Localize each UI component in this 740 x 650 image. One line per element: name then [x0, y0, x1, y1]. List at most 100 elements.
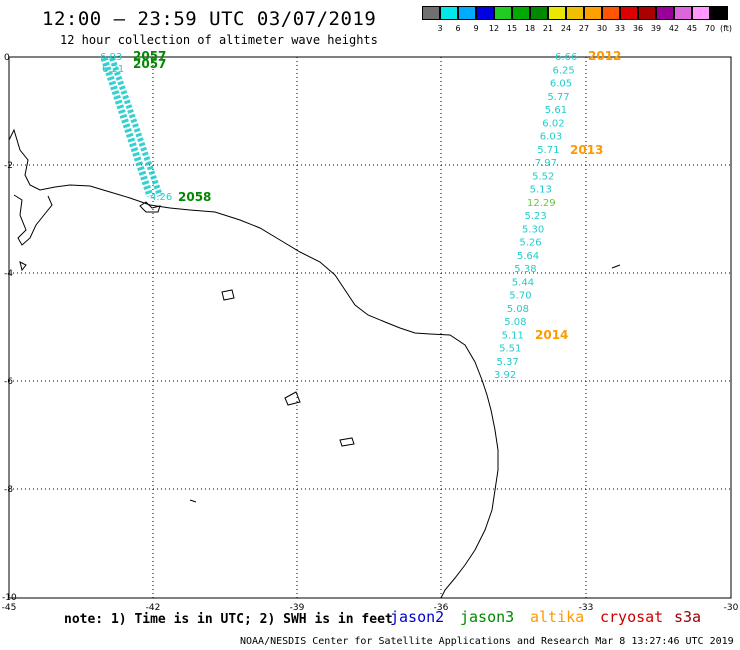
east-track-times: 2012 2013 2014 — [535, 49, 621, 342]
credit-line: NOAA/NESDIS Center for Satellite Applica… — [240, 636, 734, 647]
east-track-value: 5.44 — [512, 277, 534, 288]
colorbar-swatch — [476, 6, 494, 20]
colorbar-label: 15 — [506, 24, 518, 33]
east-track-value: 5.30 — [522, 224, 544, 235]
colorbar-label: 36 — [632, 24, 644, 33]
track-time-label: 2013 — [570, 143, 603, 157]
legend-cryosat: cryosat — [600, 608, 664, 626]
track-time-label: 2012 — [588, 49, 621, 63]
x-tick-label: -39 — [290, 603, 305, 613]
colorbar-swatch — [710, 6, 728, 20]
east-track-value: 6.05 — [550, 79, 572, 90]
east-track-value: 7.97 — [535, 158, 557, 169]
colorbar-swatch — [656, 6, 674, 20]
colorbar-swatch — [440, 6, 458, 20]
colorbar-swatch — [638, 6, 656, 20]
legend-s3a: s3a — [674, 608, 702, 626]
east-track-value: 5.13 — [530, 185, 552, 196]
east-track-value: 5.77 — [547, 92, 569, 103]
colorbar-unit: (ft) — [719, 24, 733, 33]
east-track-value: 5.11 — [502, 330, 524, 341]
east-track-value: 5.64 — [517, 251, 539, 262]
legend-jason2: jason2 — [390, 608, 445, 626]
east-track-value: 6.03 — [540, 132, 562, 143]
colorbar-label: 45 — [686, 24, 698, 33]
west-track-value: 6.03 — [100, 52, 122, 63]
x-axis-labels: -45 -42 -39 -36 -33 -30 — [2, 603, 739, 613]
colorbar-swatch — [584, 6, 602, 20]
y-tick-label: -2 — [4, 161, 13, 171]
east-track-value: 6.66 — [555, 52, 577, 63]
east-track-value: 5.26 — [519, 238, 541, 249]
colorbar-swatch — [530, 6, 548, 20]
east-track: 6.66 6.25 6.05 5.77 5.61 6.02 6.03 5.71 7.97 5.52… — [494, 52, 577, 381]
west-track-value: 6.21 — [102, 64, 124, 75]
east-track-value: 12.29 — [527, 198, 556, 209]
y-tick-label: -4 — [4, 269, 13, 279]
track-time-label: 2057 — [133, 57, 166, 71]
coastline — [8, 128, 621, 599]
east-track-value: 6.02 — [542, 118, 564, 129]
map-subtitle: 12 hour collection of altimeter wave hei… — [60, 33, 378, 47]
colorbar-labels: 3 6 9 12 15 18 21 24 27 30 33 36 39 42 45 70 (ft) — [422, 22, 732, 34]
east-track-value: 5.38 — [514, 264, 536, 275]
x-tick-label: -36 — [434, 603, 449, 613]
colorbar: 3 6 9 12 15 18 21 24 27 30 33 36 39 42 45 70 (ft) — [422, 6, 732, 36]
west-track: 6.03 6.21 4.26 — [100, 52, 172, 203]
x-tick-label: -33 — [579, 603, 594, 613]
x-tick-label: -45 — [2, 603, 17, 613]
colorbar-swatch — [620, 6, 638, 20]
colorbar-label: 27 — [578, 24, 590, 33]
y-axis-labels: 0 -2 -4 -6 -8 -10 — [2, 53, 17, 603]
legend-altika: altika — [530, 608, 585, 626]
colorbar-swatches — [422, 6, 728, 20]
colorbar-label: 33 — [614, 24, 626, 33]
x-tick-label: -42 — [146, 603, 161, 613]
y-tick-label: 0 — [4, 53, 10, 63]
colorbar-label: 39 — [650, 24, 662, 33]
colorbar-label: 3 — [437, 24, 443, 33]
west-track-times: 2057 2057 2058 — [133, 49, 211, 204]
east-track-value: 5.61 — [545, 105, 567, 116]
track-time-label: 2014 — [535, 328, 568, 342]
colorbar-swatch — [692, 6, 710, 20]
west-track-value: 4.26 — [150, 192, 172, 203]
track-time-label: 2057 — [133, 49, 166, 63]
colorbar-label: 18 — [524, 24, 536, 33]
colorbar-label: 9 — [473, 24, 479, 33]
east-track-value: 5.71 — [537, 145, 559, 156]
colorbar-label: 12 — [488, 24, 500, 33]
legend-jason3: jason3 — [460, 608, 515, 626]
x-tick-label: -30 — [724, 603, 739, 613]
track-time-label: 2058 — [178, 190, 211, 204]
grid-lines — [9, 57, 731, 598]
footnote: note: 1) Time is in UTC; 2) SWH is in fe… — [64, 612, 393, 627]
colorbar-label: 24 — [560, 24, 572, 33]
colorbar-swatch — [602, 6, 620, 20]
colorbar-swatch — [512, 6, 530, 20]
east-track-value: 5.08 — [504, 317, 526, 328]
colorbar-swatch — [674, 6, 692, 20]
y-tick-label: -10 — [2, 593, 17, 603]
east-track-value: 5.70 — [509, 291, 531, 302]
y-tick-label: -8 — [4, 485, 13, 495]
colorbar-label: 70 — [704, 24, 716, 33]
colorbar-swatch — [422, 6, 440, 20]
colorbar-label: 30 — [596, 24, 608, 33]
colorbar-swatch — [566, 6, 584, 20]
east-track-value: 5.08 — [507, 304, 529, 315]
colorbar-label: 6 — [455, 24, 461, 33]
colorbar-swatch — [458, 6, 476, 20]
east-track-value: 5.23 — [525, 211, 547, 222]
colorbar-swatch — [494, 6, 512, 20]
west-track-stripe — [100, 56, 163, 198]
map-frame — [8, 56, 732, 599]
east-track-value: 5.52 — [532, 171, 554, 182]
colorbar-label: 21 — [542, 24, 554, 33]
east-track-value: 5.51 — [499, 344, 521, 355]
east-track-value: 5.37 — [497, 357, 519, 368]
y-tick-label: -6 — [4, 377, 13, 387]
east-track-value: 3.92 — [494, 370, 516, 381]
colorbar-swatch — [548, 6, 566, 20]
